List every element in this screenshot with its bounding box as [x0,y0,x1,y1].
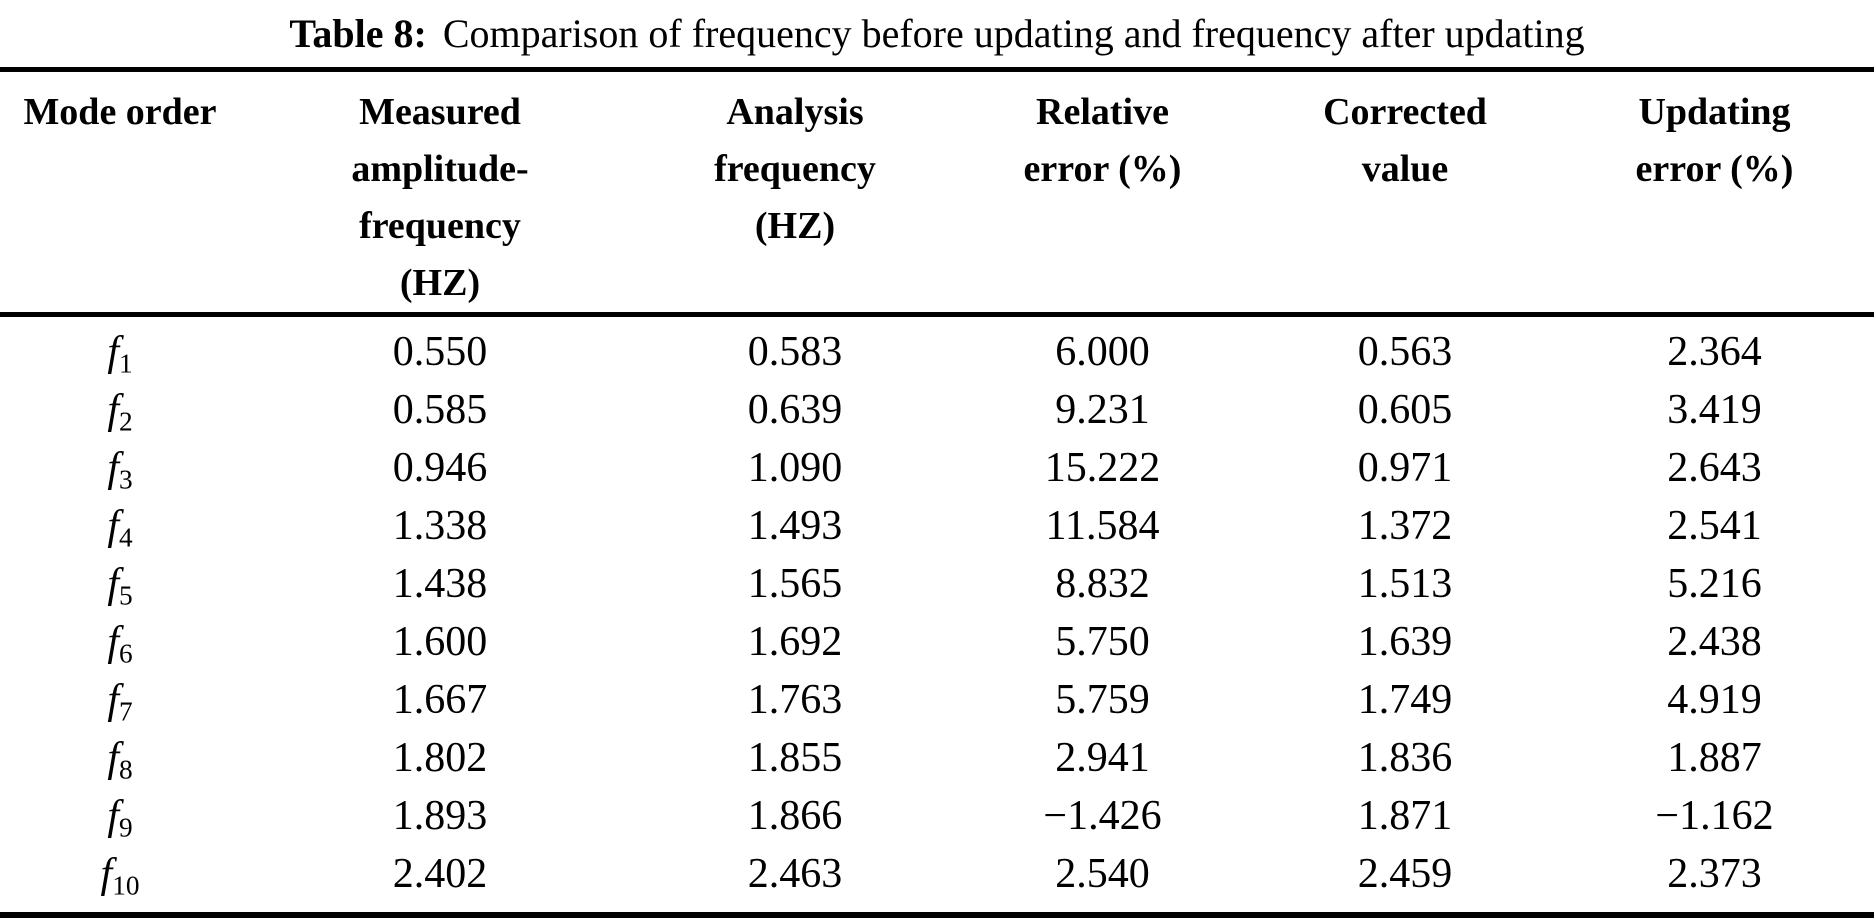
relative-error-cell: 8.832 [1055,561,1150,607]
table-caption-text: Comparison of frequency before updating … [442,11,1585,56]
relative-error-cell: 9.231 [1055,387,1150,433]
mode-cell: f6 [107,619,133,669]
corrected-value-cell: 1.749 [1357,677,1453,723]
header-corrected-value: Corrected value [1323,91,1487,190]
analysis-cell: 2.463 [747,851,843,897]
analysis-cell: 1.763 [747,677,843,723]
analysis-cell: 1.090 [747,445,843,491]
analysis-cell: 1.692 [747,619,843,665]
corrected-value-cell: 0.563 [1357,329,1453,375]
mode-cell: f4 [107,503,133,553]
table-row-f5: f5 1.438 1.565 8.832 1.513 5.216 [0,555,1874,613]
relative-error-cell: 6.000 [1055,329,1150,375]
table-row-f8: f8 1.802 1.855 2.941 1.836 1.887 [0,729,1874,787]
relative-error-cell: 15.222 [1044,445,1161,491]
analysis-cell: 1.493 [747,503,843,549]
updating-error-cell: −1.162 [1655,793,1774,839]
updating-error-cell: 2.373 [1667,851,1762,897]
header-relative-error: Relative error (%) [1023,91,1182,190]
analysis-cell: 1.866 [747,793,843,839]
frequency-comparison-table: Mode order Measured amplitude- frequency… [0,67,1874,918]
updating-error-cell: 4.919 [1667,677,1762,723]
mode-cell: f7 [107,677,133,727]
updating-error-cell: 2.643 [1667,445,1762,491]
relative-error-cell: 11.584 [1045,503,1160,549]
table-row-f7: f7 1.667 1.763 5.759 1.749 4.919 [0,671,1874,729]
header-updating-error: Updating error (%) [1635,91,1794,190]
header-measured-amplitude-frequency: Measured amplitude- frequency (HZ) [351,91,529,304]
table-body: f1 0.550 0.583 6.000 0.563 2.364 f2 0.58… [0,317,1874,903]
table-row-f4: f4 1.338 1.493 11.584 1.372 2.541 [0,497,1874,555]
measured-cell: 1.600 [392,619,488,665]
table-caption-label: Table 8: [289,11,427,56]
relative-error-cell: 2.540 [1055,851,1150,897]
corrected-value-cell: 0.971 [1357,445,1453,491]
mode-cell: f10 [100,851,140,901]
updating-error-cell: 1.887 [1667,735,1762,781]
corrected-value-cell: 1.372 [1357,503,1453,549]
measured-cell: 1.802 [392,735,488,781]
mode-cell: f5 [107,561,133,611]
corrected-value-cell: 1.871 [1357,793,1453,839]
updating-error-cell: 2.541 [1667,503,1762,549]
analysis-cell: 1.565 [747,561,843,607]
table-row-f3: f3 0.946 1.090 15.222 0.971 2.643 [0,439,1874,497]
corrected-value-cell: 0.605 [1357,387,1453,433]
measured-cell: 0.946 [392,445,488,491]
mode-cell: f1 [107,329,133,379]
updating-error-cell: 2.364 [1667,329,1762,375]
corrected-value-cell: 1.639 [1357,619,1453,665]
mode-cell: f8 [107,735,133,785]
corrected-value-cell: 1.513 [1357,561,1453,607]
relative-error-cell: −1.426 [1043,793,1162,839]
analysis-cell: 0.583 [747,329,843,375]
table-bottom-rule [0,912,1874,918]
relative-error-cell: 2.941 [1055,735,1150,781]
corrected-value-cell: 2.459 [1357,851,1453,897]
updating-error-cell: 5.216 [1667,561,1762,607]
table-row-f6: f6 1.600 1.692 5.750 1.639 2.438 [0,613,1874,671]
measured-cell: 1.893 [392,793,488,839]
mode-cell: f9 [107,793,133,843]
measured-cell: 0.550 [392,329,488,375]
updating-error-cell: 2.438 [1667,619,1762,665]
measured-cell: 2.402 [392,851,488,897]
header-mode-order: Mode order [23,91,217,133]
measured-cell: 1.667 [392,677,488,723]
table-header-row: Mode order Measured amplitude- frequency… [0,67,1874,317]
table-row-f9: f9 1.893 1.866 −1.426 1.871 −1.162 [0,787,1874,845]
corrected-value-cell: 1.836 [1357,735,1453,781]
measured-cell: 1.438 [392,561,488,607]
updating-error-cell: 3.419 [1667,387,1762,433]
table-caption: Table 8: Comparison of frequency before u… [0,0,1874,67]
table-row-f1: f1 0.550 0.583 6.000 0.563 2.364 [0,323,1874,381]
analysis-cell: 0.639 [747,387,843,433]
analysis-cell: 1.855 [747,735,843,781]
measured-cell: 1.338 [392,503,488,549]
table-row-f2: f2 0.585 0.639 9.231 0.605 3.419 [0,381,1874,439]
measured-cell: 0.585 [392,387,488,433]
table-row-f10: f10 2.402 2.463 2.540 2.459 2.373 [0,845,1874,903]
relative-error-cell: 5.759 [1055,677,1150,723]
mode-cell: f3 [107,445,133,495]
header-analysis-frequency: Analysis frequency (HZ) [714,91,876,247]
relative-error-cell: 5.750 [1055,619,1150,665]
mode-cell: f2 [107,387,133,437]
